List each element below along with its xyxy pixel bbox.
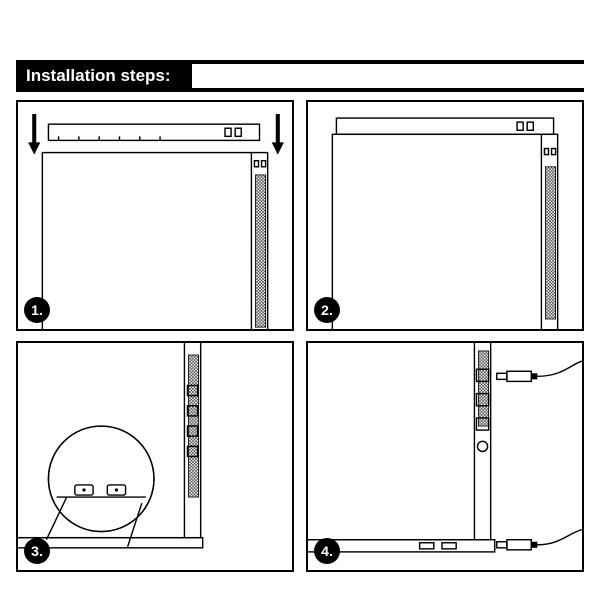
step-panel-2: 2. xyxy=(306,100,584,331)
step-badge-1: 1. xyxy=(24,297,50,323)
header: Installation steps: xyxy=(16,60,584,92)
page-title: Installation steps: xyxy=(16,60,183,92)
usb-plug-side xyxy=(497,361,582,381)
step-badge-2: 2. xyxy=(314,297,340,323)
row-1: 1. 2. xyxy=(16,100,584,331)
usb-plug-bottom xyxy=(497,530,582,550)
step1-diagram xyxy=(18,102,292,329)
step-panel-4: 4. xyxy=(306,341,584,572)
step4-diagram xyxy=(308,343,582,570)
step2-diagram xyxy=(308,102,582,329)
step-badge-3: 3. xyxy=(24,538,50,564)
step-badge-4: 4. xyxy=(314,538,340,564)
header-rule xyxy=(192,88,584,92)
step-panel-1: 1. xyxy=(16,100,294,331)
row-2: 3. xyxy=(16,341,584,572)
page: Installation steps: xyxy=(0,0,600,600)
step-panel-3: 3. xyxy=(16,341,294,572)
step3-diagram xyxy=(18,343,292,570)
panel-grid: 1. 2. xyxy=(16,100,584,572)
